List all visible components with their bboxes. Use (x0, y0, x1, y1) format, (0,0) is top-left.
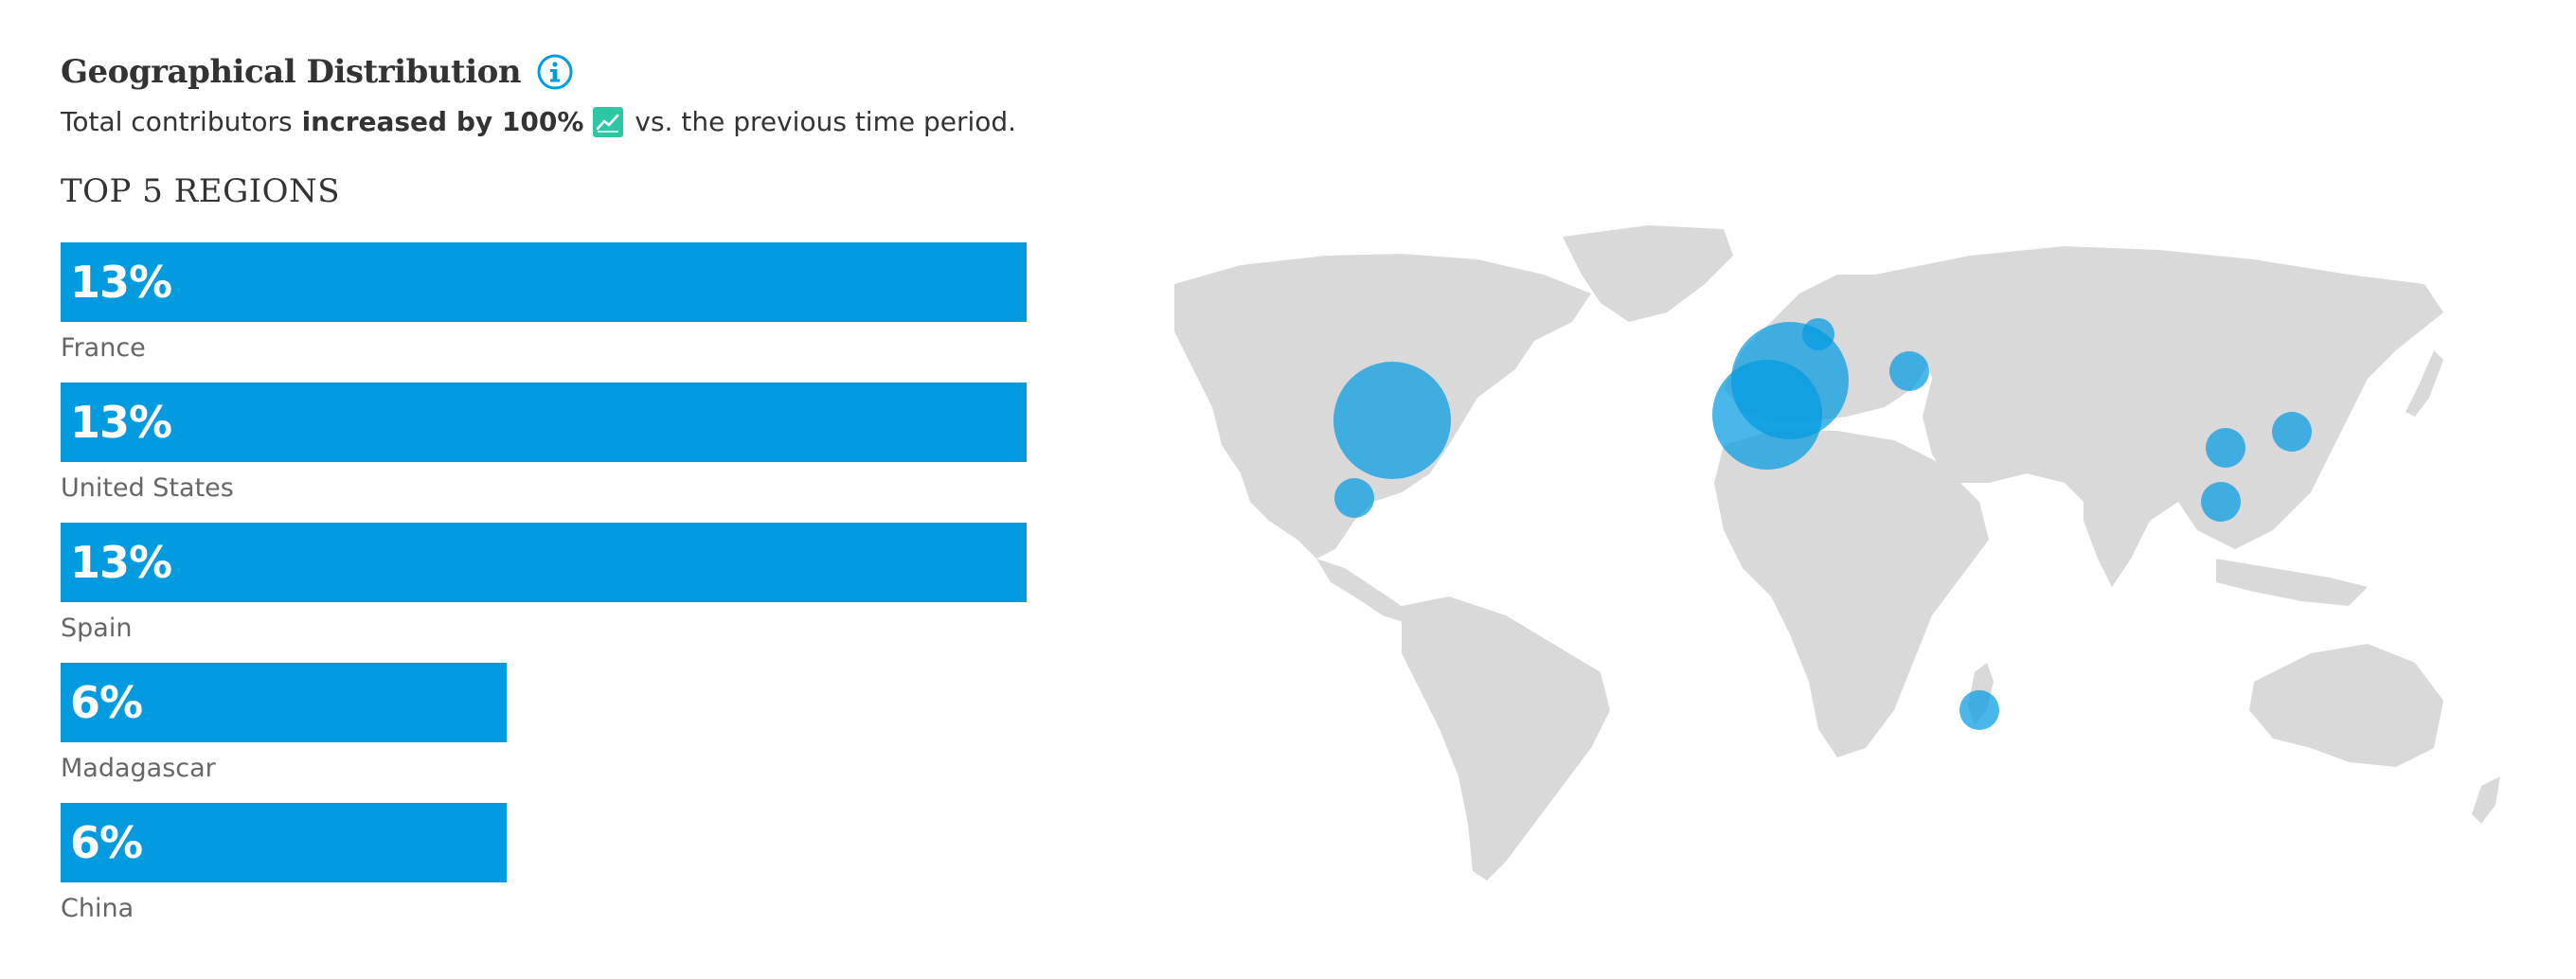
region-bar-item: 6% Madagascar (61, 663, 1027, 803)
region-bar-item: 13% Spain (61, 523, 1027, 663)
bubble-madagascar[interactable] (1959, 690, 1999, 730)
region-label: China (61, 894, 134, 923)
world-map (1118, 218, 2557, 899)
summary-text: Total contributors increased by 100% vs.… (61, 106, 1016, 137)
region-percent: 6% (70, 817, 143, 868)
info-icon[interactable] (536, 53, 574, 91)
land-africa (1714, 431, 1989, 757)
bubble-japan[interactable] (2272, 412, 2312, 452)
land-new-zealand (2472, 776, 2500, 824)
region-bar[interactable]: 13% (61, 383, 1027, 462)
title-row: Geographical Distribution (61, 49, 1016, 95)
land-south-america (1402, 596, 1610, 881)
summary-change: increased by 100% (301, 106, 584, 137)
region-bar[interactable]: 6% (61, 663, 507, 742)
region-percent: 13% (70, 537, 172, 588)
trending-up-icon (593, 106, 624, 137)
land-central-america (1316, 559, 1421, 625)
region-label: United States (61, 473, 234, 503)
region-bars: 13% France 13% United States 13% Spain 6… (61, 242, 1027, 943)
bubble-france[interactable] (1731, 322, 1849, 439)
land-india (2084, 483, 2150, 587)
region-percent: 6% (70, 677, 143, 728)
land-masses (1174, 225, 2500, 881)
summary-suffix: vs. the previous time period. (635, 106, 1017, 137)
land-japan (2406, 350, 2443, 417)
region-bar[interactable]: 6% (61, 803, 507, 882)
land-australia (2249, 644, 2443, 767)
page-title: Geographical Distribution (61, 53, 522, 91)
land-asia (1875, 246, 2443, 549)
region-percent: 13% (70, 397, 172, 448)
summary-prefix: Total contributors (61, 106, 293, 137)
land-southeast-asia (2216, 559, 2368, 606)
region-bar-item: 13% France (61, 242, 1027, 383)
header: Geographical Distribution Total contribu… (61, 49, 1016, 137)
region-bar[interactable]: 13% (61, 242, 1027, 322)
bubble-china-south[interactable] (2201, 482, 2241, 522)
region-label: Spain (61, 614, 133, 643)
regions-heading: TOP 5 REGIONS (61, 172, 341, 210)
bubble-china-north[interactable] (2206, 428, 2245, 468)
contributor-bubbles (1333, 318, 2312, 730)
region-percent: 13% (70, 257, 172, 308)
region-bar-item: 6% China (61, 803, 1027, 943)
bubble-eastern-europe[interactable] (1889, 351, 1929, 391)
region-label: Madagascar (61, 754, 216, 783)
region-bar-item: 13% United States (61, 383, 1027, 523)
bubble-united-states[interactable] (1333, 362, 1451, 479)
bubble-northern-europe[interactable] (1802, 318, 1834, 350)
region-bar[interactable]: 13% (61, 523, 1027, 602)
region-label: France (61, 333, 146, 363)
bubble-mexico[interactable] (1334, 478, 1374, 518)
land-greenland (1563, 225, 1733, 322)
